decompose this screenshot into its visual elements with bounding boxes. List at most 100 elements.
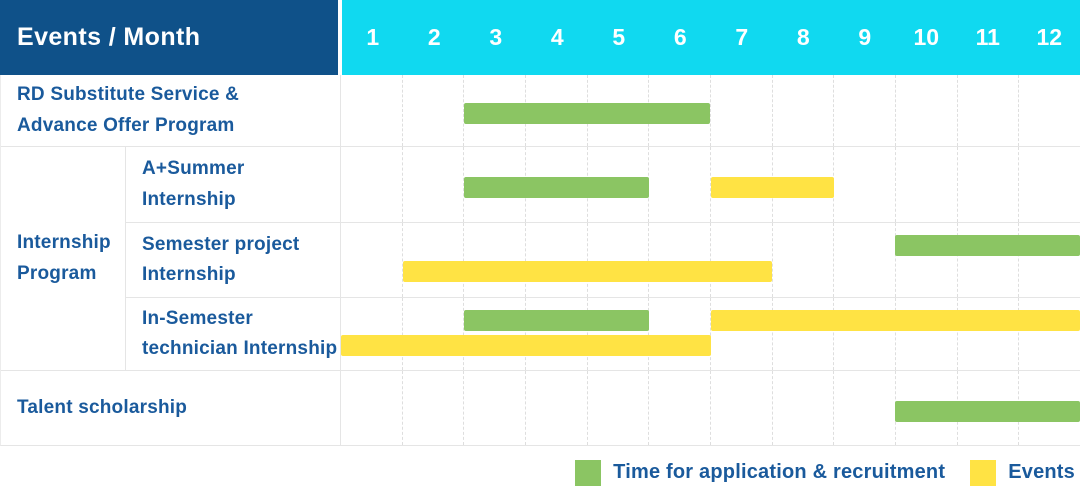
legend-item: Time for application & recruitment	[575, 459, 946, 486]
gantt-row: A+Summer Internship	[126, 147, 1080, 222]
row-block: RD Substitute Service & Advance Offer Pr…	[1, 75, 1080, 146]
month-gridline-cell	[711, 75, 773, 146]
legend-swatch-green	[575, 459, 602, 486]
application-bar	[895, 400, 1080, 422]
month-gridline-cell	[403, 298, 465, 370]
legend-swatch-yellow	[970, 459, 997, 486]
group-label-cell: Internship Program	[1, 147, 126, 370]
event-bar	[710, 309, 1080, 331]
month-gridline-cell	[649, 147, 712, 222]
month-gridline-cell	[526, 223, 588, 297]
events-month-header-cell: Events / Month	[0, 0, 338, 75]
month-grid	[341, 223, 1080, 297]
month-gridline-cell	[649, 223, 712, 297]
group-label: Internship Program	[17, 232, 111, 284]
month-gridline-cell	[711, 223, 773, 297]
month-gridline-cell	[834, 298, 897, 370]
month-gridline-cell	[403, 75, 465, 146]
month-label: 8	[796, 24, 810, 50]
month-gridline-cell	[1019, 298, 1080, 370]
application-bar	[464, 309, 649, 331]
month-gridline-cell	[464, 223, 527, 297]
month-gridline-cell	[341, 371, 403, 445]
month-gridline-cell	[773, 298, 835, 370]
month-gridline-cell	[834, 75, 897, 146]
month-gridline-cell	[958, 75, 1020, 146]
row-label: Talent scholarship	[17, 396, 188, 418]
table-title: Events / Month	[17, 23, 201, 51]
month-gridline-cell	[834, 371, 897, 445]
month-gridline-cell	[649, 75, 712, 146]
month-gridline-cell	[1019, 75, 1080, 146]
month-label: 1	[366, 24, 380, 50]
month-gridline-cell	[834, 223, 897, 297]
application-bar	[895, 234, 1080, 256]
month-gridline-cell	[1019, 147, 1080, 222]
event-bar	[341, 335, 711, 357]
month-label: 5	[612, 24, 626, 50]
row-chart-area	[340, 371, 1080, 445]
month-gridline-cell	[958, 223, 1020, 297]
row-chart-area	[340, 298, 1080, 370]
month-gridline-cell	[341, 147, 403, 222]
month-label: 6	[673, 24, 687, 50]
legend-label: Time for application & recruitment	[613, 461, 946, 483]
row-label-cell: A+Summer Internship	[126, 147, 340, 222]
month-gridline-cell	[834, 147, 897, 222]
month-gridline-cell	[896, 147, 958, 222]
event-bar	[710, 177, 834, 198]
month-gridline-cell	[711, 298, 773, 370]
legend-label: Events	[1008, 461, 1075, 483]
row-label-cell: Talent scholarship	[1, 371, 340, 445]
row-label-cell: Semester project Internship	[126, 223, 340, 297]
month-gridline-cell	[588, 371, 650, 445]
row-label: Semester project Internship	[142, 233, 300, 285]
month-gridline-cell	[958, 147, 1020, 222]
application-bar	[464, 103, 711, 125]
month-gridline-cell	[526, 371, 588, 445]
event-bar	[402, 261, 773, 283]
month-gridline-cell	[403, 223, 465, 297]
month-label: 11	[975, 24, 1000, 50]
month-gridline-cell	[403, 147, 465, 222]
month-gridline-cell	[711, 371, 773, 445]
application-bar	[464, 177, 649, 198]
month-gridline-cell	[896, 298, 958, 370]
month-gridline-cell	[588, 298, 650, 370]
row-group: Internship Program A+Summer Internship Sem…	[1, 146, 1080, 370]
month-gridline-cell	[773, 223, 835, 297]
month-gridline-cell	[526, 298, 588, 370]
row-label-cell: RD Substitute Service & Advance Offer Pr…	[1, 75, 340, 146]
month-gridline-cell	[464, 298, 527, 370]
month-label: 10	[913, 24, 940, 50]
month-label: 12	[1036, 24, 1063, 50]
table-body: RD Substitute Service & Advance Offer Pr…	[0, 75, 1080, 446]
row-chart-area	[340, 75, 1080, 146]
gantt-row: RD Substitute Service & Advance Offer Pr…	[1, 75, 1080, 146]
month-gridline-cell	[649, 298, 712, 370]
gantt-row: In-Semester technician Internship	[126, 297, 1080, 370]
row-block: Talent scholarship	[1, 370, 1080, 445]
month-gridline-cell	[341, 223, 403, 297]
header-divider	[338, 0, 342, 75]
month-gridline-cell	[341, 298, 403, 370]
month-grid	[341, 298, 1080, 370]
legend: Time for application & recruitment Events	[0, 446, 1080, 494]
month-gridline-cell	[773, 371, 835, 445]
table-header-row: Events / Month 1 2 3 4 5 6 7 8 9 10 11 12	[0, 0, 1080, 75]
month-gridline-cell	[773, 75, 835, 146]
gantt-row: Semester project Internship	[126, 222, 1080, 297]
month-gridline-cell	[464, 371, 527, 445]
month-gridline-cell	[896, 75, 958, 146]
row-label-cell: In-Semester technician Internship	[126, 298, 340, 370]
month-gridline-cell	[403, 371, 465, 445]
month-gridline-cell	[896, 223, 958, 297]
month-gridline-cell	[588, 223, 650, 297]
row-label: In-Semester technician Internship	[142, 307, 338, 359]
legend-item: Events	[970, 459, 1075, 486]
row-label: A+Summer Internship	[142, 158, 245, 210]
row-chart-area	[340, 147, 1080, 222]
month-grid	[341, 75, 1080, 146]
row-chart-area	[340, 223, 1080, 297]
